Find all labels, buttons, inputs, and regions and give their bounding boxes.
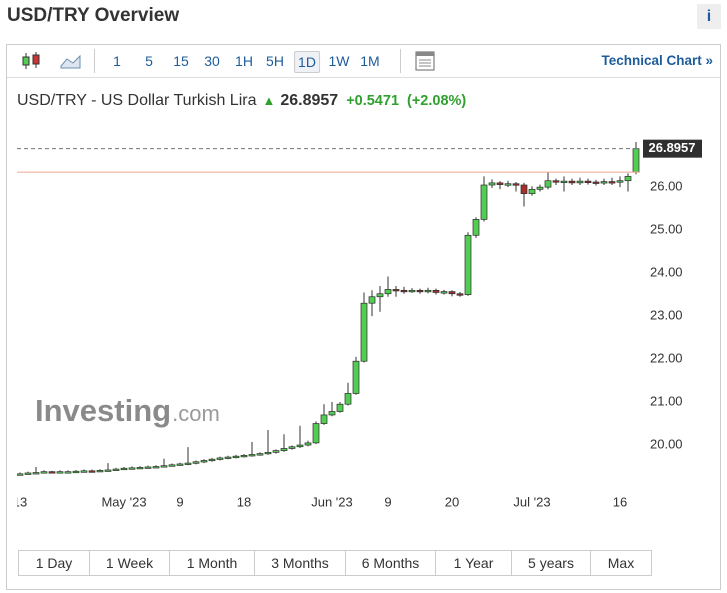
table-icon[interactable] (414, 50, 436, 72)
separator (400, 49, 401, 73)
interval-button[interactable]: 30 (204, 53, 220, 69)
interval-button[interactable]: 1H (235, 53, 253, 69)
range-button[interactable]: 6 Months (346, 551, 436, 575)
change-percent: (+2.08%) (407, 93, 467, 109)
quote: USD/TRY - US Dollar Turkish Lira ▲ 26.89… (17, 92, 466, 110)
range-button[interactable]: 1 Day (19, 551, 90, 575)
interval-button[interactable]: 1 (113, 53, 121, 69)
range-button[interactable]: 1 Month (170, 551, 255, 575)
change: +0.5471 (346, 93, 400, 109)
info-button[interactable]: i (697, 4, 721, 29)
instrument-name: USD/TRY - US Dollar Turkish Lira (17, 92, 257, 109)
price: 26.8957 (280, 92, 339, 109)
widget-frame (6, 44, 721, 590)
range-button[interactable]: 1 Week (90, 551, 170, 575)
range-buttons: 1 Day 1 Week 1 Month 3 Months 6 Months 1 Year… (18, 550, 652, 576)
line-icon[interactable] (59, 50, 83, 72)
technical-chart-link[interactable]: Technical Chart » (601, 53, 713, 68)
interval-button[interactable]: 1M (360, 53, 380, 69)
candle-icon[interactable] (20, 50, 44, 72)
range-button[interactable]: 5 years (512, 551, 591, 575)
interval-button[interactable]: 15 (173, 53, 189, 69)
interval-button[interactable]: 1W (328, 53, 350, 69)
up-arrow: ▲ (262, 93, 276, 108)
interval-button[interactable]: 5H (266, 53, 284, 69)
range-button[interactable]: Max (607, 555, 635, 571)
range-button[interactable]: 3 Months (255, 551, 346, 575)
range-button[interactable]: 1 Year (436, 551, 512, 575)
separator (94, 49, 95, 73)
interval-button[interactable]: 1D (294, 51, 320, 73)
interval-button[interactable]: 5 (145, 53, 153, 69)
toolbar: Technical Chart » 1 5 15 30 1H 5H 1D 1W 1M (7, 45, 720, 78)
title: USD/TRY Overview (7, 5, 180, 26)
